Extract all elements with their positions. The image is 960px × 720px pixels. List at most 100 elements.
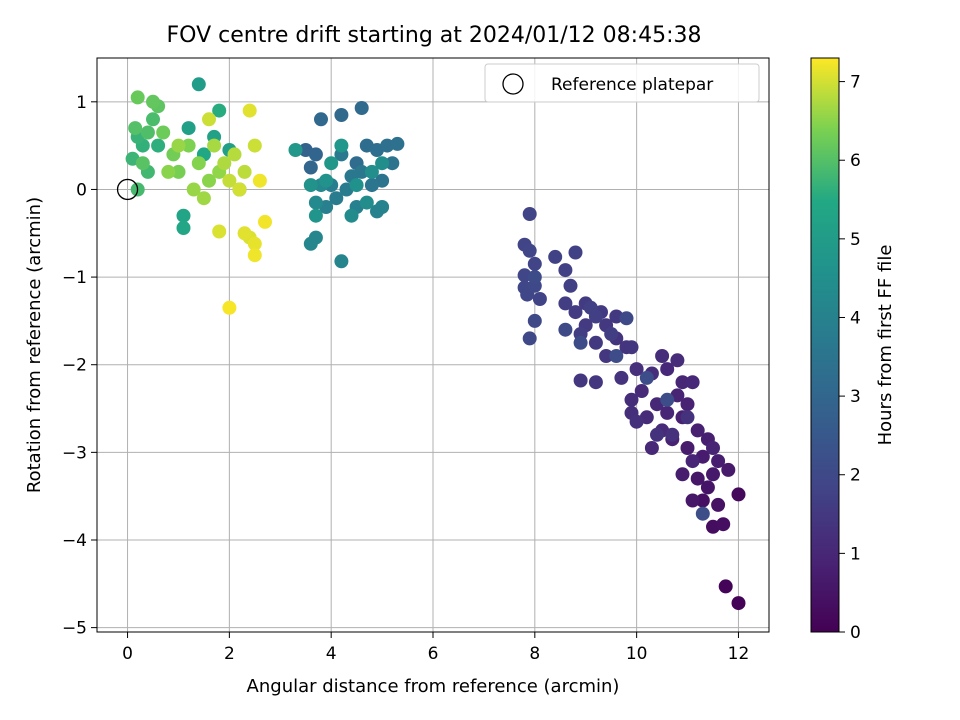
scatter-point xyxy=(202,112,216,127)
scatter-point xyxy=(314,112,328,127)
y-tick-label: −5 xyxy=(62,619,87,639)
scatter-point xyxy=(588,375,603,390)
scatter-point xyxy=(619,311,634,326)
x-tick-label: 8 xyxy=(529,644,540,664)
colorbar-ticks: 0 1 2 3 4 5 6 7 xyxy=(839,73,861,643)
y-tick-label: −3 xyxy=(62,443,87,463)
scatter-point xyxy=(227,147,242,162)
scatter-point xyxy=(217,156,232,171)
scatter-point xyxy=(181,138,196,153)
scatter-point xyxy=(680,397,695,412)
colorbar-tick-label: 1 xyxy=(850,544,861,564)
scatter-point xyxy=(176,208,191,223)
scatter-point xyxy=(731,487,746,502)
x-tick-label: 10 xyxy=(626,644,648,664)
scatter-point xyxy=(629,362,644,377)
y-tick-label: −4 xyxy=(62,531,87,551)
scatter-point xyxy=(247,138,262,153)
scatter-point xyxy=(609,349,624,363)
scatter-point xyxy=(624,340,639,355)
scatter-point xyxy=(573,373,588,388)
scatter-point xyxy=(344,208,359,223)
scatter-point xyxy=(629,414,644,429)
scatter-point xyxy=(558,296,573,311)
scatter-point xyxy=(212,224,227,239)
colorbar-tick-label: 4 xyxy=(850,308,861,328)
scatter-point xyxy=(202,173,216,188)
scatter-point xyxy=(308,147,323,162)
scatter-point xyxy=(624,392,639,407)
scatter-point xyxy=(670,353,685,368)
scatter-point xyxy=(303,178,318,193)
scatter-point xyxy=(685,493,700,508)
scatter-point xyxy=(146,94,160,109)
scatter-point xyxy=(308,195,323,210)
scatter-point xyxy=(207,138,222,153)
colorbar-tick-label: 7 xyxy=(850,73,861,93)
scatter-point xyxy=(354,101,369,115)
x-tick-label: 2 xyxy=(224,644,235,664)
scatter-point xyxy=(181,121,196,136)
x-tick-label: 0 xyxy=(122,644,133,664)
colorbar-label: Hours from first FF file xyxy=(875,245,896,446)
scatter-point xyxy=(522,243,537,258)
chart-title: FOV centre drift starting at 2024/01/12 … xyxy=(167,23,702,48)
scatter-point xyxy=(655,349,670,363)
scatter-point xyxy=(128,121,143,136)
x-tick-label: 12 xyxy=(728,644,750,664)
scatter-point xyxy=(151,138,166,153)
scatter-point xyxy=(527,270,542,285)
scatter-point xyxy=(614,370,629,385)
scatter-point xyxy=(303,160,318,175)
scatter-point xyxy=(695,493,710,508)
scatter-point xyxy=(334,138,349,153)
scatter-point xyxy=(680,441,695,455)
scatter-point xyxy=(171,164,186,179)
scatter-point xyxy=(349,178,364,193)
scatter-point xyxy=(718,579,733,594)
colorbar-tick-label: 0 xyxy=(850,623,861,643)
scatter-point xyxy=(176,221,191,235)
scatter-point xyxy=(665,427,680,442)
legend-box xyxy=(484,63,760,103)
scatter-point xyxy=(660,405,675,420)
scatter-point xyxy=(186,182,201,197)
scatter-point xyxy=(135,156,150,171)
scatter-point xyxy=(731,596,746,611)
scatter-point xyxy=(390,136,405,151)
scatter-point xyxy=(680,410,695,425)
scatter-point xyxy=(690,471,705,486)
scatter-point xyxy=(675,375,690,390)
scatter-point xyxy=(573,335,588,350)
plot-grid xyxy=(97,58,769,632)
legend-marker-icon xyxy=(502,73,524,95)
scatter-point xyxy=(604,327,619,341)
y-axis-ticks: −5 −4 −3 −2 −1 0 1 xyxy=(62,93,97,639)
x-tick-label: 6 xyxy=(428,644,439,664)
scatter-point xyxy=(161,164,176,179)
x-tick-label: 4 xyxy=(326,644,337,664)
scatter-point xyxy=(329,191,344,206)
scatter-point xyxy=(660,392,675,407)
scatter-point xyxy=(716,517,731,532)
scatter-point xyxy=(237,164,252,179)
scatter-point xyxy=(171,138,186,153)
scatter-point xyxy=(675,467,690,482)
scatter-point xyxy=(242,103,257,118)
scatter-point xyxy=(706,467,720,482)
scatter-point xyxy=(706,441,720,455)
scatter-point xyxy=(527,313,542,328)
scatter-point xyxy=(222,173,237,188)
y-axis-label: Rotation from reference (arcmin) xyxy=(24,197,45,493)
scatter-point xyxy=(324,156,339,171)
scatter-point xyxy=(146,112,160,127)
colorbar-tick-label: 6 xyxy=(850,151,861,171)
scatter-point xyxy=(359,195,374,210)
scatter-point xyxy=(222,300,237,315)
scatter-point xyxy=(334,254,349,269)
scatter-point xyxy=(690,423,705,438)
legend: Reference platepar xyxy=(484,63,760,103)
scatter-point xyxy=(303,236,318,251)
scatter-point xyxy=(191,156,206,171)
scatter-point xyxy=(156,125,171,140)
